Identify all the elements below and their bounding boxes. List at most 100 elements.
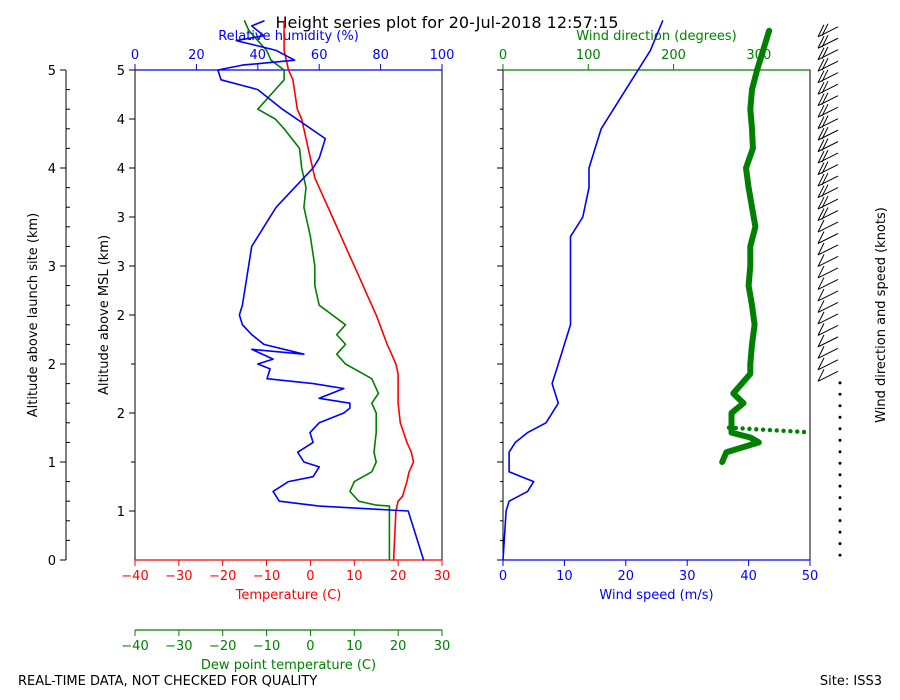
- wind-barb-flag: [817, 173, 825, 187]
- wind-barb-staff: [817, 221, 839, 233]
- wind-barb-flag: [817, 346, 825, 359]
- wind-barb-staff: [817, 26, 839, 38]
- wind-barb-staff: [817, 141, 839, 153]
- wind-barb-flag: [817, 116, 825, 129]
- direction-tick-label: 200: [661, 48, 686, 63]
- direction-tick-label: 0: [499, 48, 507, 63]
- wind-barb-staff: [817, 256, 839, 267]
- wind-barb-flag: [821, 161, 829, 174]
- wind-barb-staff: [817, 198, 839, 210]
- wind-direction-point: [726, 425, 732, 430]
- wind-barb-staff: [817, 370, 839, 382]
- wind-barb-flag: [817, 185, 825, 198]
- wind-speed-line: [502, 20, 664, 561]
- dewpoint-tick-label: 20: [390, 639, 407, 654]
- wind-barb-calm: [838, 496, 842, 500]
- msl-altitude-axis-label: Altitude above MSL (km): [97, 235, 112, 395]
- wind-direction-point: [774, 428, 779, 433]
- wind-barb-flag: [821, 35, 829, 48]
- wind-barb-calm: [838, 473, 842, 477]
- wind-barb-flag: [817, 139, 825, 152]
- speed-tick-label: 10: [556, 569, 573, 584]
- wind-direction-point: [760, 427, 766, 432]
- wind-barb-flag: [817, 300, 825, 313]
- launch-altitude-tick-label: 5: [48, 64, 56, 79]
- wind-barb-flag: [817, 47, 825, 60]
- wind-barb-staff: [817, 129, 839, 141]
- temperature-tick-label: −30: [165, 569, 192, 584]
- msl-altitude-tick-label: 4: [117, 162, 125, 177]
- dewpoint-axis-label: Dew point temperature (C): [201, 658, 376, 673]
- wind-barb-flag: [817, 323, 825, 336]
- wind-barb-flag: [817, 70, 825, 83]
- wind-direction-line: [719, 27, 773, 465]
- chart-layer: 0 1 2 3 4 5 Altitude above launch site (km) 1 2 2…: [26, 20, 889, 673]
- wind-barb-staff: [817, 301, 839, 313]
- wind-barb-flag: [817, 93, 825, 106]
- wind-barb-staff: [817, 152, 839, 164]
- dewpoint-line: [243, 20, 391, 561]
- wind-barb-staff: [817, 290, 839, 302]
- wind-barb-calm: [838, 450, 842, 454]
- launch-altitude-tick-label: 0: [48, 554, 56, 569]
- wind-barb-calm: [838, 507, 842, 511]
- wind-barb-flag: [817, 58, 825, 72]
- wind-barb-flag: [821, 103, 829, 117]
- temperature-tick-label: −40: [121, 569, 148, 584]
- msl-altitude-tick-label: 1: [117, 505, 125, 520]
- launch-altitude-axis-label: Altitude above launch site (km): [26, 213, 41, 417]
- humidity-tick-label: 100: [430, 48, 455, 63]
- wind-barb-calm: [838, 427, 842, 431]
- msl-altitude-tick-label: 3: [117, 211, 125, 226]
- wind-barb-calm: [838, 530, 842, 534]
- speed-tick-label: 20: [618, 569, 635, 584]
- temperature-tick-label: 10: [346, 569, 363, 584]
- launch-altitude-tick-label: 4: [48, 162, 56, 177]
- wind-barb-flag: [821, 23, 829, 36]
- wind-barb-staff: [817, 347, 839, 359]
- humidity-tick-label: 80: [372, 48, 389, 63]
- wind-barb-staff: [817, 37, 839, 49]
- wind-barb-calm: [838, 438, 842, 442]
- wind-barb-flag: [817, 242, 825, 256]
- wind-barb-flag: [821, 195, 829, 209]
- wind-barb-flag: [821, 149, 829, 163]
- wind-frame: [502, 69, 811, 561]
- speed-tick-label: 40: [740, 569, 757, 584]
- wind-barb-flag: [817, 254, 825, 267]
- msl-altitude-tick-label: 2: [117, 309, 125, 324]
- speed-tick-label: 30: [679, 569, 696, 584]
- chart-title: Height series plot for 20-Jul-2018 12:57…: [275, 13, 618, 32]
- wind-direction-point: [754, 427, 759, 432]
- wind-barb-flag: [821, 46, 829, 59]
- wind-barb-staff: [817, 336, 839, 348]
- dewpoint-tick-label: 30: [434, 639, 451, 654]
- quality-note: REAL-TIME DATA, NOT CHECKED FOR QUALITY: [18, 674, 318, 689]
- wind-barb-calm: [838, 542, 842, 546]
- wind-barbs-label: Wind direction and speed (knots): [874, 207, 889, 423]
- wind-barb-staff: [817, 83, 839, 95]
- wind-direction-point: [767, 427, 773, 433]
- wind-barb-flag: [817, 369, 825, 382]
- thermo-frame: [134, 69, 443, 561]
- speed-axis-label: Wind speed (m/s): [599, 588, 713, 603]
- wind-barb-staff: [817, 210, 839, 221]
- wind-barb-flag: [817, 357, 825, 371]
- dewpoint-tick-label: −30: [165, 639, 192, 654]
- wind-barb-calm: [838, 404, 842, 408]
- temperature-tick-label: 30: [434, 569, 451, 584]
- humidity-tick-label: 20: [188, 48, 205, 63]
- temperature-tick-label: −10: [253, 569, 280, 584]
- temperature-tick-label: 0: [306, 569, 314, 584]
- launch-altitude-tick-label: 1: [48, 456, 56, 471]
- wind-barb-flag: [821, 207, 829, 220]
- wind-barb-flag: [817, 219, 825, 233]
- msl-altitude-tick-label: 2: [117, 407, 125, 422]
- wind-barb-flag: [817, 277, 825, 290]
- wind-barb-flag: [817, 162, 825, 175]
- msl-altitude-tick-label: 4: [117, 113, 125, 128]
- direction-tick-label: 100: [576, 48, 601, 63]
- site-label: Site: ISS3: [819, 674, 882, 689]
- wind-barb-flag: [817, 196, 825, 210]
- wind-barb-staff: [817, 278, 839, 290]
